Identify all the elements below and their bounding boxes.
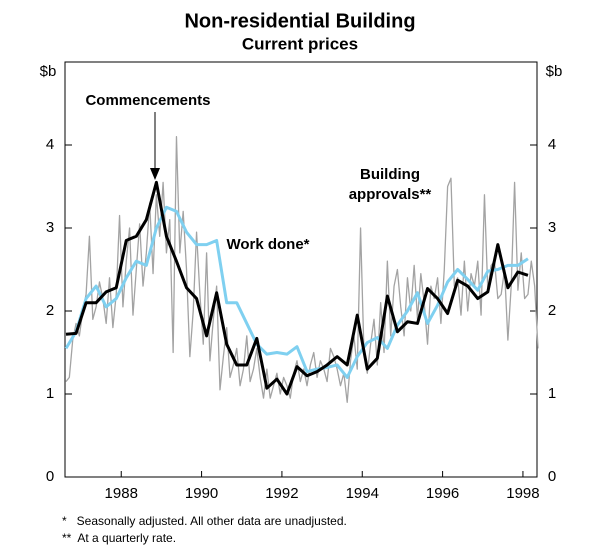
annotation: approvals**: [349, 186, 432, 203]
series-line: [65, 180, 529, 396]
x-tick-label: 1994: [346, 485, 379, 502]
x-tick-label: 1990: [185, 485, 218, 502]
series-line: [64, 205, 529, 379]
y2-tick-label: 0: [548, 468, 556, 485]
annotation: Work done*: [226, 236, 309, 253]
annotation: Commencements: [85, 92, 210, 109]
chart-title: Non-residential Building: [184, 10, 415, 32]
y2-tick-label: 2: [548, 302, 556, 319]
plot-frame: [64, 61, 538, 478]
chart-subtitle: Current prices: [242, 34, 358, 53]
x-tick-label: 1988: [105, 485, 138, 502]
x-tick-label: 1996: [426, 485, 459, 502]
y-axis-label: $b: [40, 63, 57, 80]
y-tick-label: 3: [46, 219, 54, 236]
annotation: Building: [360, 166, 420, 183]
x-tick-label: 1998: [506, 485, 539, 502]
y2-tick-label: 1: [548, 385, 556, 402]
series-line: [65, 136, 539, 403]
y2-tick-label: 3: [548, 219, 556, 236]
footnote: * Seasonally adjusted. All other data ar…: [62, 514, 347, 528]
y2-axis-label: $b: [546, 63, 563, 80]
arrow-head: [150, 168, 160, 180]
x-tick-label: 1992: [265, 485, 298, 502]
y2-tick-label: 4: [548, 136, 556, 153]
y-tick-label: 1: [46, 385, 54, 402]
y-tick-label: 4: [46, 136, 54, 153]
y-tick-label: 2: [46, 302, 54, 319]
y-tick-label: 0: [46, 468, 54, 485]
footnote: ** At a quarterly rate.: [62, 531, 176, 545]
